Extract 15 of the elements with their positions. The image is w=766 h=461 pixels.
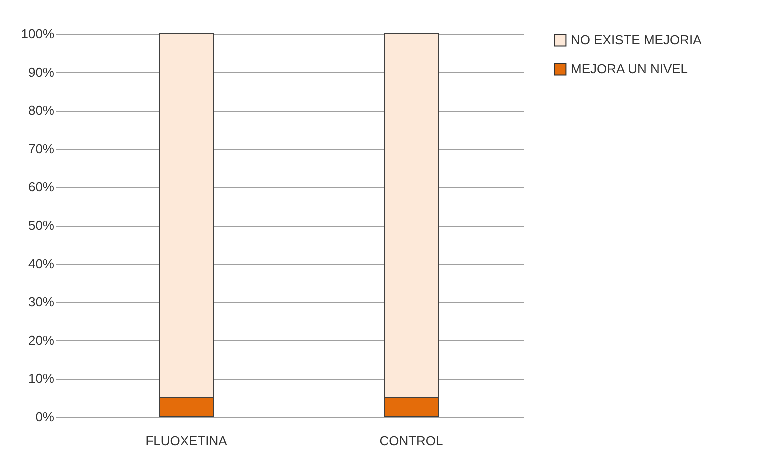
x-tick-label: CONTROL bbox=[380, 434, 444, 448]
y-tick-label: 80% bbox=[28, 103, 55, 118]
y-tick-label: 20% bbox=[28, 332, 55, 348]
y-tick-label: 100% bbox=[21, 26, 55, 42]
y-tick-label: 30% bbox=[28, 294, 55, 310]
x-tick-label: FLUOXETINA bbox=[146, 434, 228, 448]
y-tick-label: 10% bbox=[28, 371, 55, 386]
legend-label: NO EXISTE MEJORIA bbox=[571, 32, 702, 48]
y-tick-label: 90% bbox=[28, 64, 55, 80]
y-tick-label: 50% bbox=[28, 218, 55, 233]
legend-label: MEJORA UN NIVEL bbox=[571, 62, 688, 76]
y-tick-label: 70% bbox=[28, 141, 55, 156]
y-tick-label: 60% bbox=[28, 180, 55, 195]
y-tick-label: 0% bbox=[36, 410, 55, 424]
y-tick-label: 40% bbox=[28, 256, 55, 272]
